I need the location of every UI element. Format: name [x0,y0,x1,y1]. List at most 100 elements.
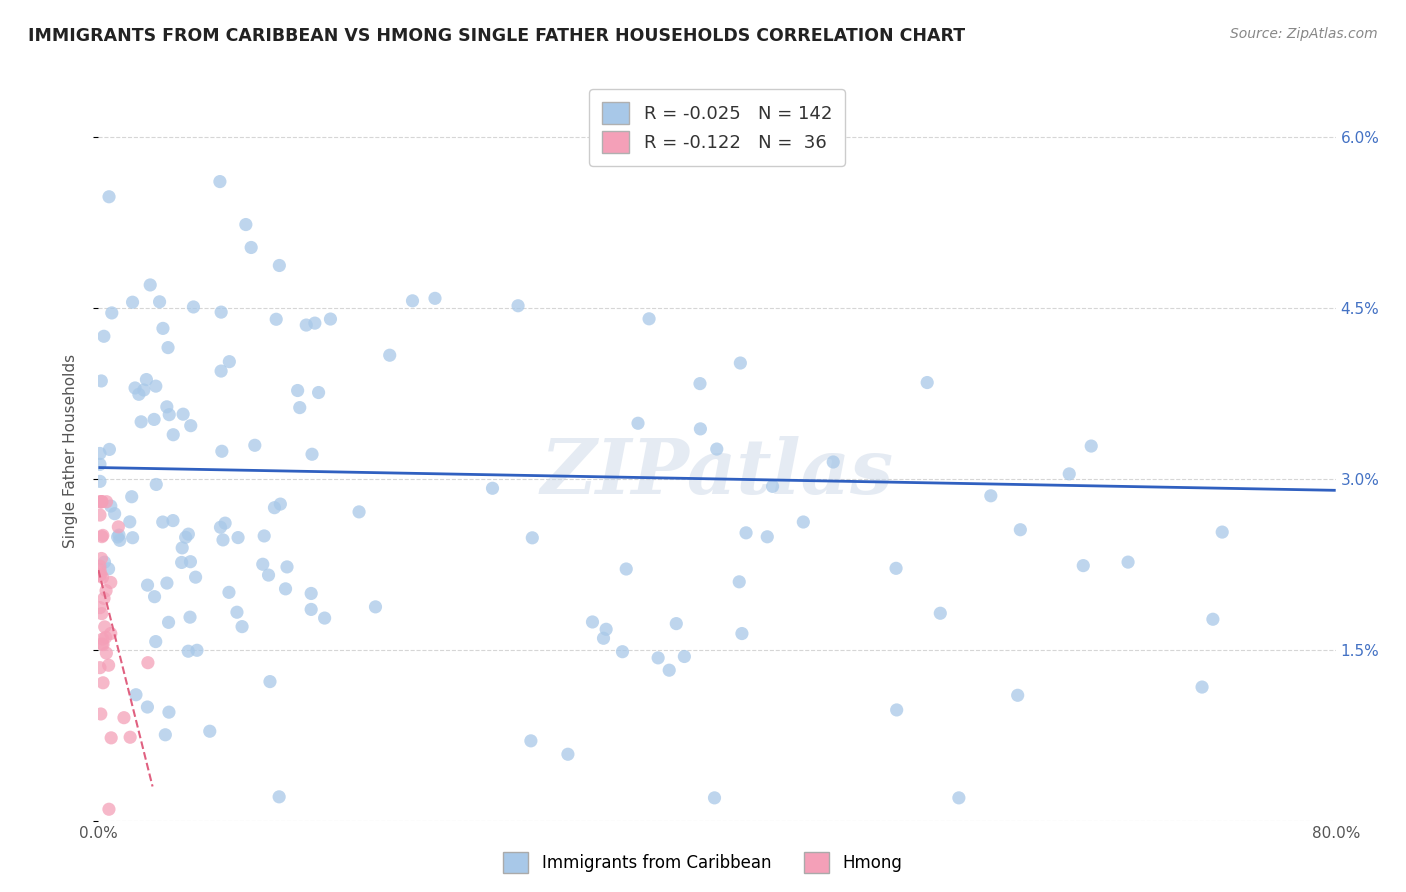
Point [211,444,233,458]
Point [706,442,728,456]
Point [145,634,167,648]
Point [90,637,112,651]
Point [91,570,114,584]
Point [269,259,291,273]
Point [638,311,661,326]
Point [107,520,129,534]
Point [481,481,503,495]
Point [886,703,908,717]
Point [94,631,117,645]
Point [152,515,174,529]
Point [89,661,111,675]
Point [184,570,207,584]
Point [89,494,111,508]
Point [96,494,118,508]
Point [179,610,201,624]
Text: ZIPatlas: ZIPatlas [540,435,894,509]
Point [235,218,257,232]
Point [665,616,688,631]
Point [172,541,194,555]
Point [93,591,115,606]
Point [177,644,200,658]
Point [948,790,970,805]
Point [170,556,193,570]
Point [157,341,180,355]
Point [89,508,111,522]
Point [98,190,121,204]
Point [269,497,291,511]
Point [756,530,779,544]
Point [152,321,174,335]
Point [884,561,907,575]
Point [252,558,274,572]
Point [520,734,543,748]
Point [97,658,120,673]
Point [91,632,114,646]
Point [263,500,285,515]
Point [823,455,845,469]
Point [91,675,114,690]
Point [93,555,115,569]
Point [89,563,111,577]
Point [91,494,114,508]
Point [915,376,938,390]
Point [595,622,617,636]
Point [135,373,157,387]
Point [89,475,111,489]
Point [93,329,115,343]
Point [259,674,281,689]
Point [157,615,180,630]
Point [107,530,129,544]
Point [120,730,142,744]
Point [183,300,205,314]
Point [761,479,783,493]
Point [581,615,603,629]
Point [209,305,232,319]
Point [208,175,231,189]
Point [218,585,240,599]
Point [264,312,287,326]
Point [231,619,253,633]
Point [90,530,112,544]
Point [177,527,200,541]
Point [89,600,111,615]
Point [557,747,579,762]
Point [319,312,342,326]
Point [156,576,179,591]
Point [288,401,311,415]
Point [209,520,232,534]
Point [1007,688,1029,702]
Point [97,562,120,576]
Point [101,306,124,320]
Point [240,240,263,254]
Point [90,706,112,721]
Point [143,412,166,426]
Point [90,607,112,621]
Point [157,705,180,719]
Point [93,620,115,634]
Point [689,376,711,391]
Point [136,656,159,670]
Point [673,649,696,664]
Point [89,446,111,460]
Point [731,626,754,640]
Point [730,356,752,370]
Point [100,731,122,745]
Point [703,790,725,805]
Point [157,408,180,422]
Point [89,559,111,574]
Point [658,663,681,677]
Point [214,516,236,530]
Point [522,531,544,545]
Point [647,651,669,665]
Point [226,531,249,545]
Point [136,578,159,592]
Text: IMMIGRANTS FROM CARIBBEAN VS HMONG SINGLE FATHER HOUSEHOLDS CORRELATION CHART: IMMIGRANTS FROM CARIBBEAN VS HMONG SINGL… [28,27,966,45]
Point [180,418,202,433]
Point [689,422,711,436]
Point [347,505,370,519]
Point [100,499,122,513]
Point [96,646,118,660]
Point [1116,555,1139,569]
Legend: Immigrants from Caribbean, Hmong: Immigrants from Caribbean, Hmong [496,846,910,880]
